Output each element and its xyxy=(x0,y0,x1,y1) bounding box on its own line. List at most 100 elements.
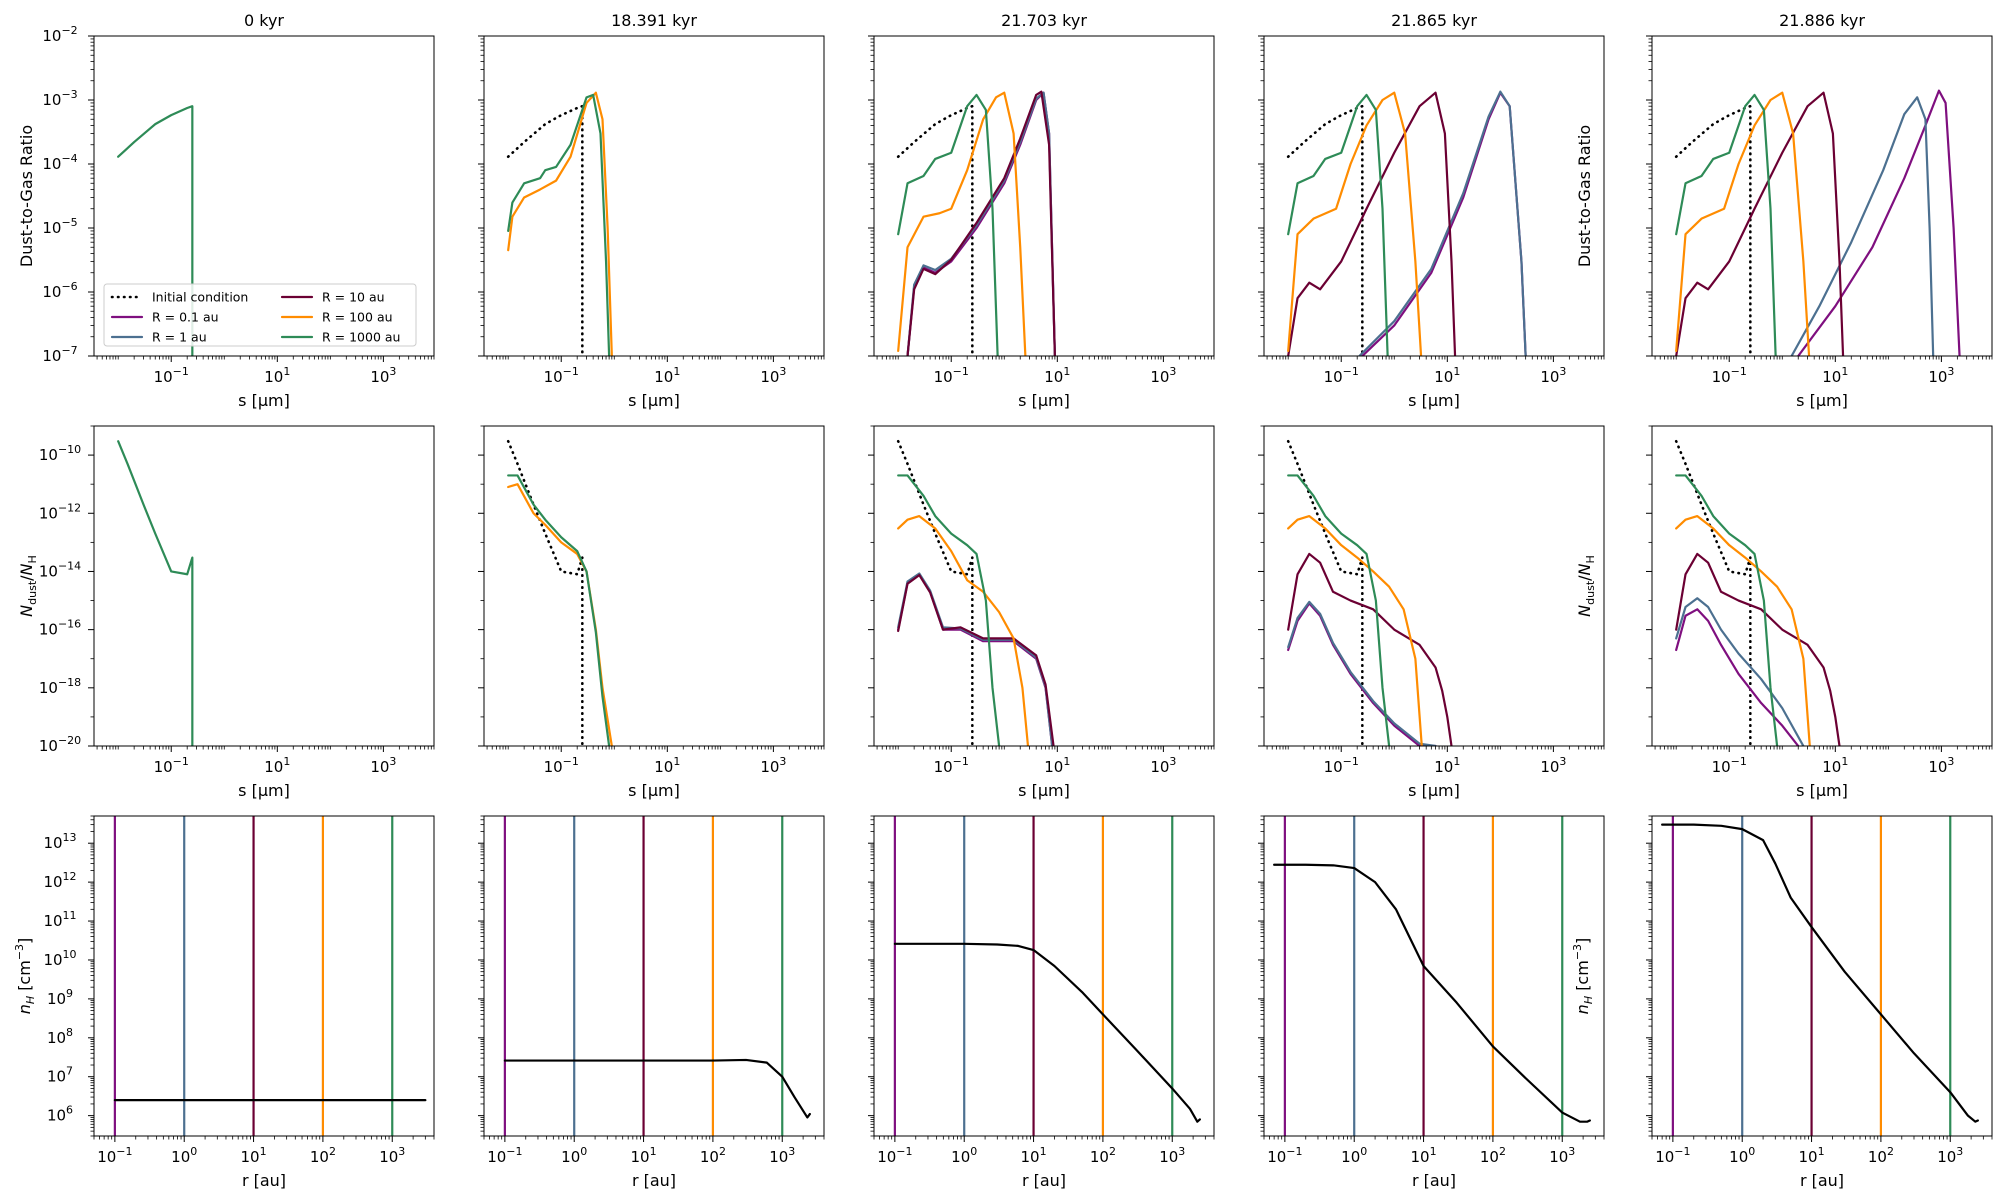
x-tick-label: 101 xyxy=(631,1145,657,1166)
series-line xyxy=(906,90,1056,356)
panel-number-ratio: 10−1 101 103 s [μm] xyxy=(478,425,825,800)
panel-number-ratio: 10−1 101 103 s [μm] xyxy=(1258,425,1605,800)
legend-label: R = 1 au xyxy=(152,330,207,345)
y-tick-label: 10−20 xyxy=(39,734,81,755)
y-axis-label: Dust-to-Gas Ratio xyxy=(1575,125,1594,267)
plot-area xyxy=(117,105,194,356)
panel-title: 21.886 kyr xyxy=(1779,11,1865,30)
x-tick-label: 100 xyxy=(951,1145,977,1166)
axes-frame xyxy=(1263,35,1605,357)
x-axis-label: s [μm] xyxy=(1018,391,1070,410)
axes-frame xyxy=(483,35,825,357)
x-tick-label: 103 xyxy=(760,365,786,386)
x-tick-label: 10−1 xyxy=(1324,755,1359,776)
x-tick-label: 103 xyxy=(769,1145,795,1166)
plot-area xyxy=(503,816,811,1136)
x-tick-label: 103 xyxy=(760,755,786,776)
series-line xyxy=(507,483,613,746)
x-axis-label: s [μm] xyxy=(1796,391,1848,410)
x-tick-label: 103 xyxy=(1540,365,1566,386)
series-line xyxy=(1675,597,1805,746)
x-axis-label: s [μm] xyxy=(238,391,290,410)
series-line xyxy=(506,104,584,356)
x-axis-label: r [au] xyxy=(1800,1171,1844,1190)
axes-frame xyxy=(1651,425,1993,747)
axes-frame xyxy=(1651,815,1993,1137)
axes-frame xyxy=(483,815,825,1137)
y-tick-label: 10−10 xyxy=(39,443,81,464)
x-axis-label: r [au] xyxy=(632,1171,676,1190)
x-axis-label: s [μm] xyxy=(1018,781,1070,800)
panel-number-ratio: 10−1 101 103 s [μm] Ndust/NH xyxy=(1575,425,1993,800)
legend-label: R = 0.1 au xyxy=(152,310,219,325)
series-line xyxy=(1675,514,1811,746)
panel-density: 10−1 100 101 102 103 r [au] xyxy=(868,815,1215,1190)
axes-frame xyxy=(483,425,825,747)
panel-title: 0 kyr xyxy=(244,11,284,30)
x-tick-label: 101 xyxy=(1044,365,1070,386)
x-tick-label: 101 xyxy=(1434,365,1460,386)
y-tick-label: 10−18 xyxy=(39,676,81,697)
series-line xyxy=(503,1058,811,1119)
y-tick-label: 107 xyxy=(47,1065,73,1086)
y-tick-label: 1013 xyxy=(43,831,76,852)
series-line xyxy=(506,439,584,746)
series-line xyxy=(1790,96,1935,356)
y-axis-label: nH [cm−3] xyxy=(1571,938,1595,1015)
x-tick-label: 103 xyxy=(379,1145,405,1166)
axes-frame xyxy=(873,815,1215,1137)
series-line xyxy=(117,105,194,356)
x-tick-label: 10−1 xyxy=(544,365,579,386)
x-tick-label: 101 xyxy=(1434,755,1460,776)
x-tick-label: 103 xyxy=(1928,755,1954,776)
legend-box xyxy=(103,283,417,347)
y-tick-label: 10−12 xyxy=(39,501,81,522)
x-tick-label: 102 xyxy=(310,1145,336,1166)
y-tick-label: 10−16 xyxy=(39,618,81,639)
x-tick-label: 101 xyxy=(654,755,680,776)
x-tick-label: 10−1 xyxy=(154,365,189,386)
plot-area xyxy=(113,816,427,1136)
series-line xyxy=(507,93,611,356)
x-tick-label: 101 xyxy=(654,365,680,386)
panel-number-ratio: 10−1 101 103 s [μm] 10−20 10−18 10−16 10−14 10−1… xyxy=(17,425,435,800)
x-tick-label: 10−1 xyxy=(1712,365,1747,386)
series-line xyxy=(1287,600,1437,746)
y-axis-label: Ndust/NH xyxy=(1575,555,1597,617)
plot-area xyxy=(1661,816,1979,1136)
y-tick-label: 108 xyxy=(47,1026,73,1047)
x-tick-label: 101 xyxy=(1822,365,1848,386)
x-tick-label: 103 xyxy=(1928,365,1954,386)
plot-area xyxy=(506,439,613,746)
plot-area xyxy=(1286,90,1527,356)
series-line xyxy=(1287,552,1453,746)
axes-frame xyxy=(93,35,435,357)
x-axis-label: s [μm] xyxy=(238,781,290,800)
x-tick-label: 10−1 xyxy=(877,1145,912,1166)
series-line xyxy=(897,474,1001,746)
y-tick-label: 10−3 xyxy=(42,88,77,109)
series-line xyxy=(1287,474,1391,746)
legend: Initial condition R = 0.1 au R = 1 au R = 1… xyxy=(103,283,417,347)
x-axis-label: r [au] xyxy=(1412,1171,1456,1190)
series-line xyxy=(1675,608,1800,746)
x-tick-label: 101 xyxy=(1044,755,1070,776)
plot-area xyxy=(1674,89,1961,356)
plot-area xyxy=(1674,439,1841,746)
plot-area xyxy=(896,90,1056,356)
y-tick-label: 1010 xyxy=(43,948,76,969)
x-axis-label: s [μm] xyxy=(1796,781,1848,800)
x-tick-label: 103 xyxy=(370,365,396,386)
x-tick-label: 10−1 xyxy=(934,755,969,776)
series-line xyxy=(1287,91,1423,356)
x-tick-label: 10−1 xyxy=(544,755,579,776)
series-line xyxy=(507,474,611,746)
series-line xyxy=(1675,91,1811,356)
axes-frame xyxy=(1651,35,1993,357)
plot-area xyxy=(117,440,194,746)
series-line xyxy=(1797,89,1961,356)
x-axis-label: r [au] xyxy=(1022,1171,1066,1190)
series-line xyxy=(897,573,1054,746)
legend-label: R = 1000 au xyxy=(322,330,400,345)
